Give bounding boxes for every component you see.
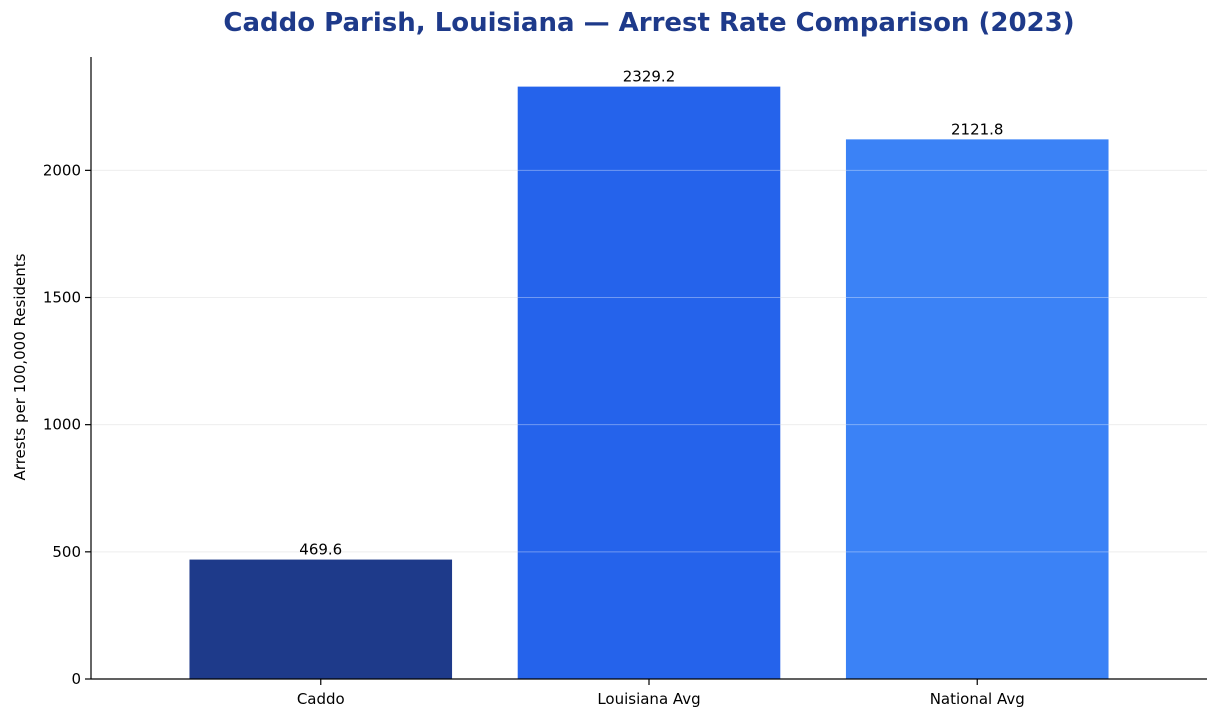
- bar-value-label: 2329.2: [623, 68, 676, 86]
- bar-value-labels: 469.6 2329.2 2121.8: [299, 68, 1003, 559]
- x-axis-ticks: Caddo Louisiana Avg National Avg: [297, 679, 1025, 708]
- y-axis-label: Arrests per 100,000 Residents: [11, 253, 29, 480]
- bar-national-avg: [845, 139, 1109, 679]
- bar-value-label: 2121.8: [951, 120, 1004, 138]
- y-tick-label: 500: [52, 543, 81, 561]
- y-tick-label: 2000: [43, 161, 81, 179]
- x-tick-label: Caddo: [297, 690, 345, 708]
- bars: [91, 86, 1207, 680]
- y-tick-label: 1000: [43, 416, 81, 434]
- y-axis-ticks: 0 500 1000 1500 2000: [43, 161, 91, 688]
- chart-title: Caddo Parish, Louisiana — Arrest Rate Co…: [223, 8, 1074, 38]
- bar-caddo: [189, 559, 453, 679]
- bar-value-label: 469.6: [299, 541, 342, 559]
- y-tick-label: 0: [71, 670, 81, 688]
- y-tick-label: 1500: [43, 289, 81, 307]
- x-tick-label: Louisiana Avg: [597, 690, 700, 708]
- x-tick-label: National Avg: [930, 690, 1025, 708]
- bar-louisiana-avg: [517, 86, 781, 680]
